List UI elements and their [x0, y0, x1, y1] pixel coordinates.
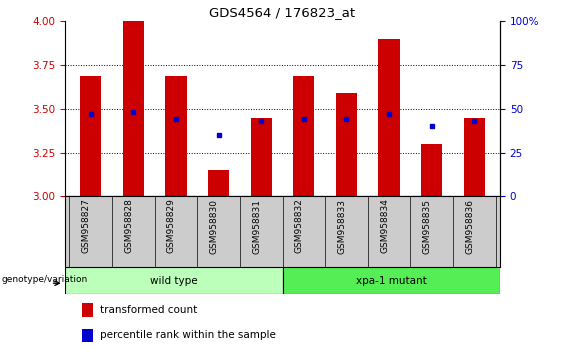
Title: GDS4564 / 176823_at: GDS4564 / 176823_at	[210, 6, 355, 19]
Bar	[165, 75, 186, 196]
Text: genotype/variation: genotype/variation	[1, 275, 88, 284]
Text: GSM958828: GSM958828	[124, 199, 133, 253]
Bar	[293, 75, 315, 196]
Text: GSM958827: GSM958827	[81, 199, 90, 253]
Bar	[336, 93, 357, 196]
Bar	[208, 170, 229, 196]
Bar	[65, 267, 282, 294]
Text: GSM958834: GSM958834	[380, 199, 389, 253]
Bar	[250, 118, 272, 196]
Bar	[123, 21, 144, 196]
Bar	[282, 267, 500, 294]
Text: GSM958833: GSM958833	[337, 199, 346, 253]
Bar	[421, 144, 442, 196]
Bar	[80, 75, 101, 196]
Text: GSM958830: GSM958830	[210, 199, 219, 253]
Text: wild type: wild type	[150, 275, 198, 286]
Text: GSM958831: GSM958831	[252, 199, 261, 253]
Text: GSM958832: GSM958832	[295, 199, 304, 253]
Bar	[379, 39, 400, 196]
Text: GSM958835: GSM958835	[423, 199, 432, 253]
Bar	[82, 329, 93, 342]
Bar	[82, 303, 93, 317]
Text: xpa-1 mutant: xpa-1 mutant	[356, 275, 427, 286]
Text: GSM958836: GSM958836	[466, 199, 475, 253]
Text: transformed count: transformed count	[100, 305, 197, 315]
Text: percentile rank within the sample: percentile rank within the sample	[100, 330, 276, 340]
Bar	[464, 118, 485, 196]
Text: GSM958829: GSM958829	[167, 199, 176, 253]
